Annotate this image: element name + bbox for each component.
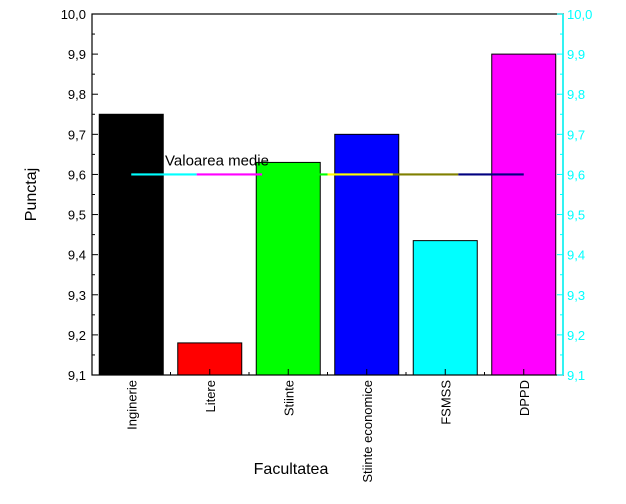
left-tick-label: 9,4 xyxy=(68,248,86,263)
x-axis-title: Facultatea xyxy=(254,461,329,478)
bar-6 xyxy=(491,53,557,376)
right-tick-label: 9,9 xyxy=(567,47,585,62)
right-tick-label: 10,0 xyxy=(567,7,592,22)
bar-3 xyxy=(255,161,321,376)
left-tick-label: 9,1 xyxy=(68,368,86,383)
right-tick-label: 9,5 xyxy=(567,208,585,223)
bar-1 xyxy=(98,113,164,376)
left-y-axis-ticks: 9,1 9,2 9,3 9,4 9,5 9,6 9,7 9,8 9,9 10,0 xyxy=(61,7,98,383)
left-tick-label: 9,5 xyxy=(68,208,86,223)
bars-group xyxy=(98,53,557,376)
right-tick-label: 9,2 xyxy=(567,328,585,343)
y-axis-title: Punctaj xyxy=(23,168,40,221)
category-label: FSMSS xyxy=(438,380,453,425)
left-tick-label: 9,9 xyxy=(68,47,86,62)
left-tick-label: 9,8 xyxy=(68,87,86,102)
left-tick-label: 9,6 xyxy=(68,167,86,182)
bar-4 xyxy=(334,133,400,376)
category-label: Litere xyxy=(203,380,218,413)
right-tick-label: 9,7 xyxy=(567,127,585,142)
right-y-axis-ticks: 9,1 9,2 9,3 9,4 9,5 9,6 9,7 9,8 9,9 10,0 xyxy=(557,7,592,383)
right-tick-label: 9,4 xyxy=(567,248,585,263)
category-label: DPPD xyxy=(517,380,532,416)
left-tick-label: 9,2 xyxy=(68,328,86,343)
right-tick-label: 9,8 xyxy=(567,87,585,102)
category-label: Stiinte xyxy=(281,380,296,416)
mean-annotation: Valoarea medie xyxy=(165,152,269,169)
left-tick-label: 9,7 xyxy=(68,127,86,142)
category-label: Stiinte economice xyxy=(360,380,375,483)
right-tick-label: 9,6 xyxy=(567,167,585,182)
right-tick-label: 9,3 xyxy=(567,288,585,303)
left-tick-label: 9,3 xyxy=(68,288,86,303)
category-label: Inginerie xyxy=(124,380,139,430)
bar-5 xyxy=(412,240,478,376)
right-tick-label: 9,1 xyxy=(567,368,585,383)
x-axis-ticks: Inginerie Litere Stiinte Stiinte economice F… xyxy=(124,369,532,483)
left-tick-label: 10,0 xyxy=(61,7,86,22)
